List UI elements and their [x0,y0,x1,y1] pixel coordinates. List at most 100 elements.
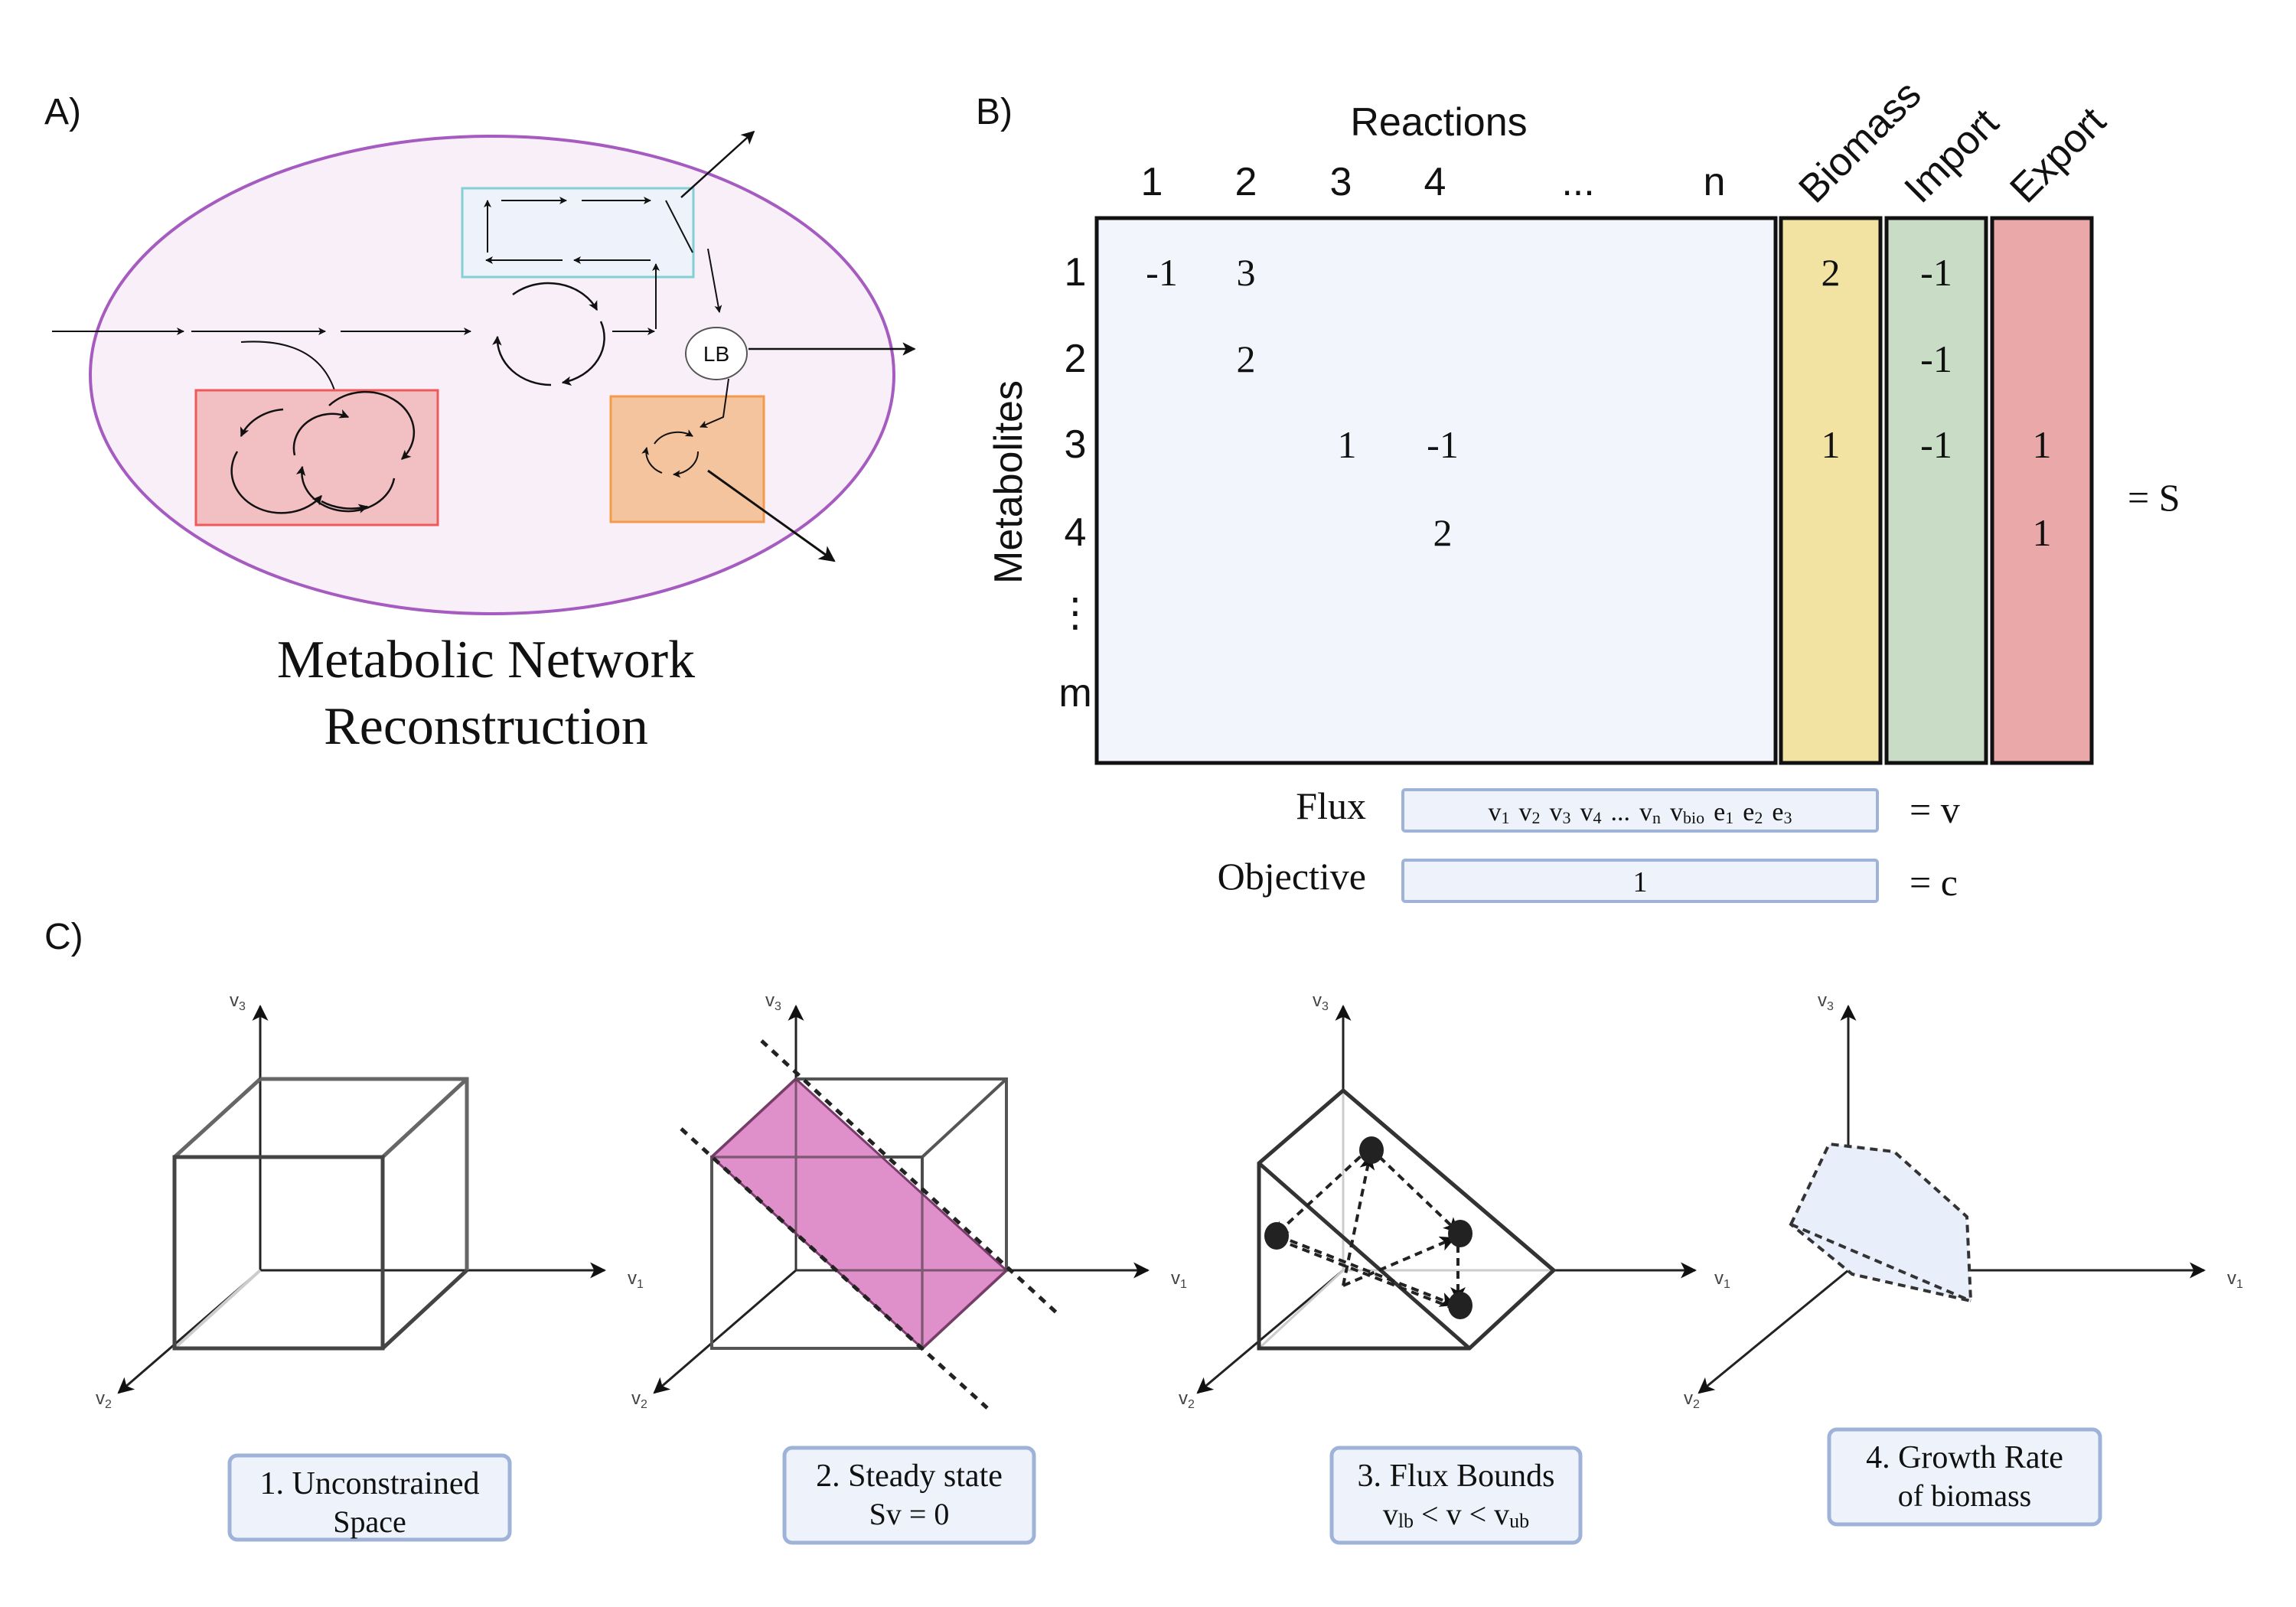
flux-symbol: e [1772,798,1783,826]
growth-polytope-edge [1790,1223,1971,1302]
special-column-cell: 2 [1821,251,1841,294]
matrix-cell: -1 [1146,251,1178,294]
matrix-cell: 2 [1433,511,1453,554]
flux-subscript: 3 [1563,808,1571,827]
red-compartment [194,389,439,526]
lb-node [685,327,748,380]
caption-line1: 4. Growth Rate [1866,1440,2063,1475]
flux-symbol: ... [1611,798,1631,826]
main-pathway-arrows [52,263,660,399]
panel-c: C) [44,917,2243,1545]
caption-line1: 2. Steady state [816,1459,1003,1494]
metabolite-row-label: m [1058,671,1091,715]
export-column [1990,216,2094,765]
axis-label: v1 [1714,1268,1730,1291]
flux-subscript: 2 [1754,808,1763,827]
axis-label: v3 [230,990,246,1013]
flux-symbol: e [1714,798,1725,826]
reaction-col-label: 2 [1235,160,1257,204]
matrix-cell: 3 [1237,251,1256,294]
export-arrow-bottom [707,469,836,562]
flux-subscript: 2 [1532,808,1541,827]
special-column-cell: -1 [1920,337,1952,380]
matrix-cell: 2 [1237,337,1256,380]
caption-box [1827,1427,2102,1527]
flux-vector: v1 v2 v3 v4... vn vbio e1 e2 e3 [1489,798,1792,827]
plot-unconstrained [117,1004,607,1394]
axis-label: v1 [1171,1268,1187,1291]
caption-box [1329,1446,1583,1545]
equals-v: = v [1910,788,1960,831]
matrix-cells: -1 3 2 1 -1 2 2 1 -1 -1 -1 1 1 [1146,251,2051,554]
panel-a: A) LB [44,92,916,756]
reaction-col-label: ... [1561,160,1594,204]
red-compartment-cycles [230,390,416,514]
caption-box [227,1453,512,1542]
axis-label: v2 [1179,1388,1195,1411]
flux-vertices [1264,1136,1473,1319]
panel-a-caption-line1: Metabolic Network [277,631,695,689]
reaction-column-labels: 1 2 3 4... n [1141,160,1726,204]
export-arrow-top [680,130,755,198]
axis-labels: v1 v2 v3 v1 v2 v3 v1 v2 v3 v1 v2 v3 [96,990,2243,1411]
flux-label: Flux [1296,784,1366,827]
special-column-cell: -1 [1920,251,1952,294]
orange-compartment-cycle [641,378,729,478]
flux-polytope [1257,1087,1557,1351]
panel-b-label: B) [976,92,1013,132]
reactions-header: Reactions [1350,100,1527,145]
flux-symbol: v [1670,798,1683,826]
panel-a-label: A) [44,92,81,132]
caption-line1: 3. Flux Bounds [1358,1459,1555,1494]
special-column-cell: -1 [1920,423,1952,466]
reaction-col-label: 3 [1330,160,1352,204]
flux-subscript: 1 [1725,808,1733,827]
caption-line2: of biomass [1898,1478,2031,1513]
matrix-cell: 1 [1338,423,1357,466]
objective-value: 1 [1633,866,1648,898]
lb-node-label: LB [703,342,729,366]
flux-subscript: bio [1683,808,1704,827]
flux-subscript: 3 [1783,808,1792,827]
axis-label: v2 [631,1388,647,1411]
panel-b: B) Reactions Metabolites 1 2 3 4... n 1 2 3 4 ⋮ m… [976,72,2180,904]
cube-wireframe [172,1077,469,1351]
objective-vector-box [1401,859,1879,903]
cyan-compartment [461,187,695,279]
flux-symbol: v [1489,798,1502,826]
flux-vector-box [1401,788,1879,833]
caption-line2: vlb < v < vub [1383,1497,1529,1532]
panel-a-caption-line2: Reconstruction [324,697,648,756]
cyan-compartment-arrows [484,197,693,264]
axis-label: v3 [1313,990,1329,1013]
plot-growth-rate [1698,1004,2206,1394]
cyan-to-lb-arrow [707,248,722,313]
axis-label: v1 [628,1268,644,1291]
orange-compartment [609,395,765,523]
reaction-col-label: n [1704,160,1726,204]
caption-line1: 1. Unconstrained [260,1466,480,1501]
axis-label: v2 [96,1388,112,1411]
flux-symbol: e [1743,798,1754,826]
caption-line2: Space [333,1504,406,1539]
objective-label: Objective [1218,855,1366,898]
reaction-col-label: 1 [1141,160,1163,204]
central-cycle-icon [492,282,605,386]
stoichiometric-matrix [1094,216,1778,765]
plot-steady-state [653,1004,1150,1410]
metabolite-row-label: ⋮ [1055,591,1095,635]
metabolite-row-labels: 1 2 3 4 ⋮ m [1055,250,1095,715]
metabolites-header: Metabolites [987,380,1031,584]
equals-c: = c [1910,861,1958,904]
flux-subscript: 4 [1593,808,1602,827]
plot-flux-bounds [1196,1004,1698,1394]
matrix-cell: -1 [1427,423,1459,466]
steady-state-dashed-lines [680,1039,1058,1410]
special-column-cell: 1 [1821,423,1841,466]
flux-paths [1273,1146,1466,1310]
axis-label: v2 [1684,1388,1700,1411]
